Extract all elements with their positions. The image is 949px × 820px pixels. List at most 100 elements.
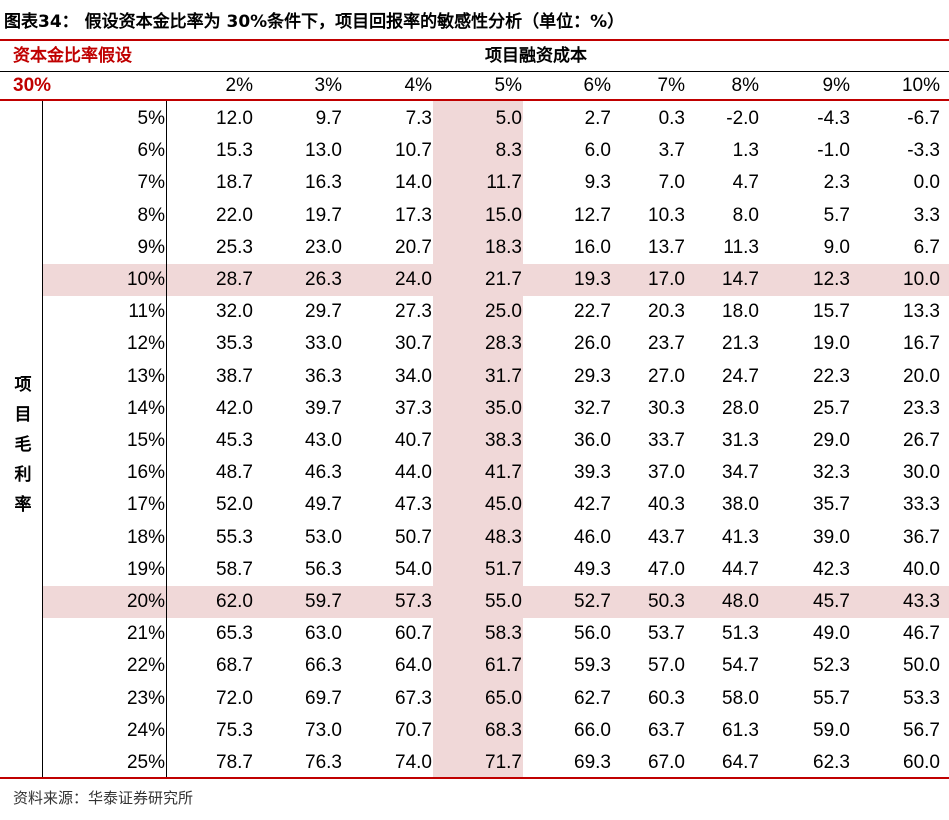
table-cell: 53.7 xyxy=(648,623,685,645)
axis-separator-left xyxy=(42,101,43,777)
table-cell: 35.7 xyxy=(813,494,850,516)
table-cell: 39.0 xyxy=(813,526,850,548)
table-cell: 6.0 xyxy=(584,140,611,162)
table-cell: 60.7 xyxy=(395,623,432,645)
table-cell: 5.7 xyxy=(823,204,850,226)
row-label: 23% xyxy=(126,687,165,709)
table-cell: 67.0 xyxy=(648,752,685,773)
table-cell: 33.7 xyxy=(648,430,685,451)
table-cell: 10.7 xyxy=(395,140,432,162)
table-cell: 59.3 xyxy=(574,655,611,677)
table-cell: 36.0 xyxy=(574,430,611,451)
table-cell: 32.0 xyxy=(216,301,253,323)
table-cell: 65.0 xyxy=(485,687,522,709)
table-cell: 40.0 xyxy=(903,558,940,580)
table-cell: 30.7 xyxy=(395,333,432,355)
highlight-column xyxy=(433,101,523,777)
table-cell: 32.7 xyxy=(574,397,611,419)
table-cell: 16.7 xyxy=(903,333,940,355)
table-cell: 53.0 xyxy=(305,526,342,548)
table-cell: 23.3 xyxy=(903,397,940,419)
table-cell: 2.3 xyxy=(823,172,850,194)
table-cell: 32.3 xyxy=(813,462,850,484)
table-cell: 73.0 xyxy=(305,719,342,741)
table-cell: 28.3 xyxy=(485,333,522,355)
source-note: 资料来源：华泰证券研究所 xyxy=(13,789,194,807)
table-cell: 50.7 xyxy=(395,526,432,548)
table-cell: 56.0 xyxy=(574,623,611,645)
table-cell: 40.7 xyxy=(395,430,432,451)
table-cell: 31.7 xyxy=(485,365,522,387)
table-cell: 14.7 xyxy=(722,269,759,290)
table-cell: 22.0 xyxy=(216,204,253,226)
table-cell: 61.3 xyxy=(722,719,759,741)
table-cell: 15.7 xyxy=(813,301,850,323)
table-cell: 64.0 xyxy=(395,655,432,677)
table-cell: 7.3 xyxy=(405,108,432,129)
table-cell: 50.3 xyxy=(648,591,685,612)
table-cell: 2.7 xyxy=(584,108,611,129)
table-cell: 25.0 xyxy=(485,301,522,323)
table-cell: 45.7 xyxy=(813,591,850,612)
row-axis-label-char: 项 xyxy=(14,375,32,395)
header-divider xyxy=(0,71,949,72)
table-cell: 44.0 xyxy=(395,462,432,484)
label-column-separator xyxy=(166,101,167,777)
table-cell: 68.3 xyxy=(485,719,522,741)
table-cell: 17.0 xyxy=(648,269,685,290)
row-label: 18% xyxy=(126,526,165,548)
table-cell: 45.3 xyxy=(216,430,253,451)
table-cell: 35.3 xyxy=(216,333,253,355)
table-cell: 70.7 xyxy=(395,719,432,741)
table-cell: 13.0 xyxy=(305,140,342,162)
row-axis-label: 项目毛利率 xyxy=(13,370,33,520)
table-cell: 60.3 xyxy=(648,687,685,709)
table-cell: 55.7 xyxy=(813,687,850,709)
table-cell: 62.7 xyxy=(574,687,611,709)
table-cell: 21.3 xyxy=(722,333,759,355)
highlight-row xyxy=(43,586,949,618)
table-cell: 27.0 xyxy=(648,365,685,387)
row-label: 22% xyxy=(126,655,165,677)
table-cell: 69.3 xyxy=(574,752,611,773)
table-cell: 1.3 xyxy=(732,140,759,162)
table-cell: 59.7 xyxy=(305,591,342,612)
table-cell: 13.7 xyxy=(648,236,685,258)
row-axis-label-char: 目 xyxy=(14,405,32,425)
table-cell: 60.0 xyxy=(903,752,940,773)
table-cell: 69.7 xyxy=(305,687,342,709)
row-label: 16% xyxy=(126,462,165,484)
table-cell: 49.7 xyxy=(305,494,342,516)
table-cell: 9.0 xyxy=(823,236,850,258)
table-cell: 14.0 xyxy=(395,172,432,194)
table-cell: 38.7 xyxy=(216,365,253,387)
table-cell: 18.3 xyxy=(485,236,522,258)
column-header: 9% xyxy=(822,75,850,96)
table-cell: 65.3 xyxy=(216,623,253,645)
row-axis-label-char: 率 xyxy=(14,495,32,515)
table-cell: 4.7 xyxy=(732,172,759,194)
table-cell: 13.3 xyxy=(903,301,940,323)
table-cell: 29.0 xyxy=(813,430,850,451)
table-cell: 41.7 xyxy=(485,462,522,484)
table-cell: 66.3 xyxy=(305,655,342,677)
table-cell: 62.3 xyxy=(813,752,850,773)
table-cell: 78.7 xyxy=(216,752,253,773)
table-cell: 71.7 xyxy=(485,752,522,773)
table-cell: 72.0 xyxy=(216,687,253,709)
top-rule xyxy=(0,39,949,41)
table-cell: 20.0 xyxy=(903,365,940,387)
table-cell: 12.3 xyxy=(813,269,850,290)
assumption-value: 30% xyxy=(13,75,52,96)
table-cell: 52.7 xyxy=(574,591,611,612)
table-cell: 42.0 xyxy=(216,397,253,419)
table-cell: 75.3 xyxy=(216,719,253,741)
table-cell: 41.3 xyxy=(722,526,759,548)
table-cell: 31.3 xyxy=(722,430,759,451)
table-cell: 74.0 xyxy=(395,752,432,773)
table-cell: 62.0 xyxy=(216,591,253,612)
table-cell: 58.7 xyxy=(216,558,253,580)
table-cell: 36.7 xyxy=(903,526,940,548)
row-label: 20% xyxy=(126,591,165,612)
table-cell: 19.3 xyxy=(574,269,611,290)
